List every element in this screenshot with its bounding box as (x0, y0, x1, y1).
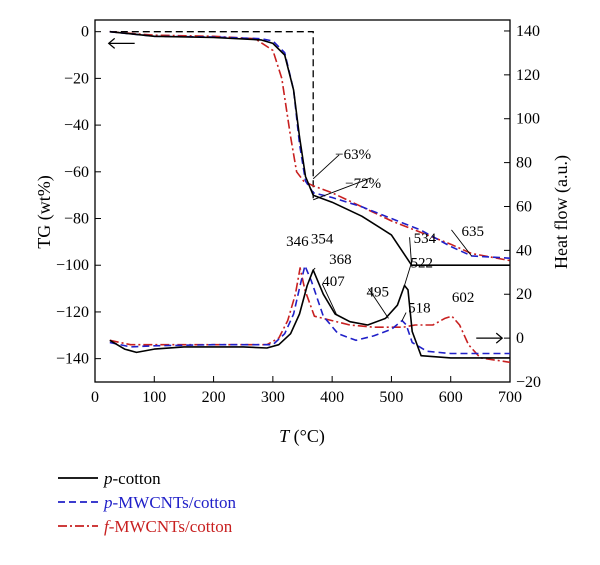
y-right-tick-label: 20 (516, 286, 532, 303)
y-left-tick-label: −40 (64, 117, 89, 134)
annotation-label: −63% (335, 147, 371, 163)
series-lines (109, 30, 511, 364)
legend-label-p-mwcnts: p-MWCNTs/cotton (103, 493, 236, 512)
axis-arrow-head (107, 37, 116, 49)
y-left-tick-label: −60 (64, 164, 89, 181)
y-right-tick-label: 0 (516, 330, 524, 347)
axis-arrow-head (495, 332, 504, 344)
step-line-dashed (109, 31, 314, 200)
annotation-label: 522 (410, 255, 433, 271)
y-right-tick-label: 100 (516, 111, 540, 128)
annotation-leader (451, 229, 472, 257)
plot-area (94, 19, 511, 383)
x-tick-label: 100 (142, 389, 166, 406)
y-right-tick-label: 80 (516, 155, 532, 172)
y-right-tick-label: −20 (516, 374, 541, 391)
y-left-tick-label: −100 (56, 257, 89, 274)
heat-flow-line-p-mwcnts-cotton (109, 264, 510, 355)
x-axis-title: T (°C) (279, 426, 325, 447)
annotation-label: 495 (366, 284, 389, 300)
annotation-label: 602 (452, 290, 475, 306)
annotations: −63% −72% 534 635 346 354 368 407 495 522 518 602 (107, 37, 504, 344)
tg-line-p-mwcnts-cotton (109, 30, 511, 259)
x-tick-label: 400 (320, 389, 344, 406)
y-left-tick-label: −140 (56, 351, 89, 368)
annotation-label: 368 (329, 252, 352, 268)
annotation-label: 354 (311, 232, 334, 248)
annotation-label: 346 (286, 234, 309, 250)
legend-label-p-cotton: p-cotton (103, 469, 161, 488)
y-left-tick-label: −20 (64, 70, 89, 87)
annotation-leader (312, 154, 340, 180)
x-tick-label: 200 (202, 389, 226, 406)
annotation-label: 635 (461, 224, 484, 240)
x-tick-label: 500 (379, 389, 403, 406)
y-right-tick-label: 140 (516, 23, 540, 40)
annotation-leader (313, 177, 372, 201)
y-left-tick-label: −80 (64, 211, 89, 228)
annotation-leader (321, 283, 337, 315)
annotation-leader (409, 237, 413, 266)
annotation-leader (404, 259, 413, 286)
axis-ticks: 0 100 200 300 400 500 600 7000−20−40−60−80−100−… (56, 23, 541, 406)
y-right-tick-label: 40 (516, 242, 532, 259)
y-axis-left-title: TG (wt%) (34, 175, 55, 248)
y-axis-right-title: Heat flow (a.u.) (551, 155, 572, 269)
x-tick-label: 300 (261, 389, 285, 406)
y-left-tick-label: 0 (81, 24, 89, 41)
y-right-tick-label: 60 (516, 198, 532, 215)
x-tick-label: 700 (498, 389, 522, 406)
y-right-tick-label: 120 (516, 67, 540, 84)
x-tick-label: 600 (439, 389, 463, 406)
annotation-label: 534 (414, 231, 437, 247)
annotation-leader (312, 267, 316, 271)
tg-line-f-mwcnts-cotton (109, 30, 511, 262)
legend: p-cotton p-MWCNTs/cotton f-MWCNTs/cotton (58, 469, 236, 536)
plot-frame (94, 19, 511, 383)
annotation-leader (368, 288, 389, 319)
annotation-label: 518 (408, 301, 431, 317)
x-tick-label: 0 (91, 389, 99, 406)
tg-line-p-cotton (109, 30, 510, 266)
y-left-tick-label: −120 (56, 304, 89, 321)
legend-label-f-mwcnts: f-MWCNTs/cotton (104, 517, 233, 536)
annotation-leader (401, 312, 407, 321)
annotation-label: 407 (322, 274, 345, 290)
annotation-label: −72% (345, 176, 381, 192)
